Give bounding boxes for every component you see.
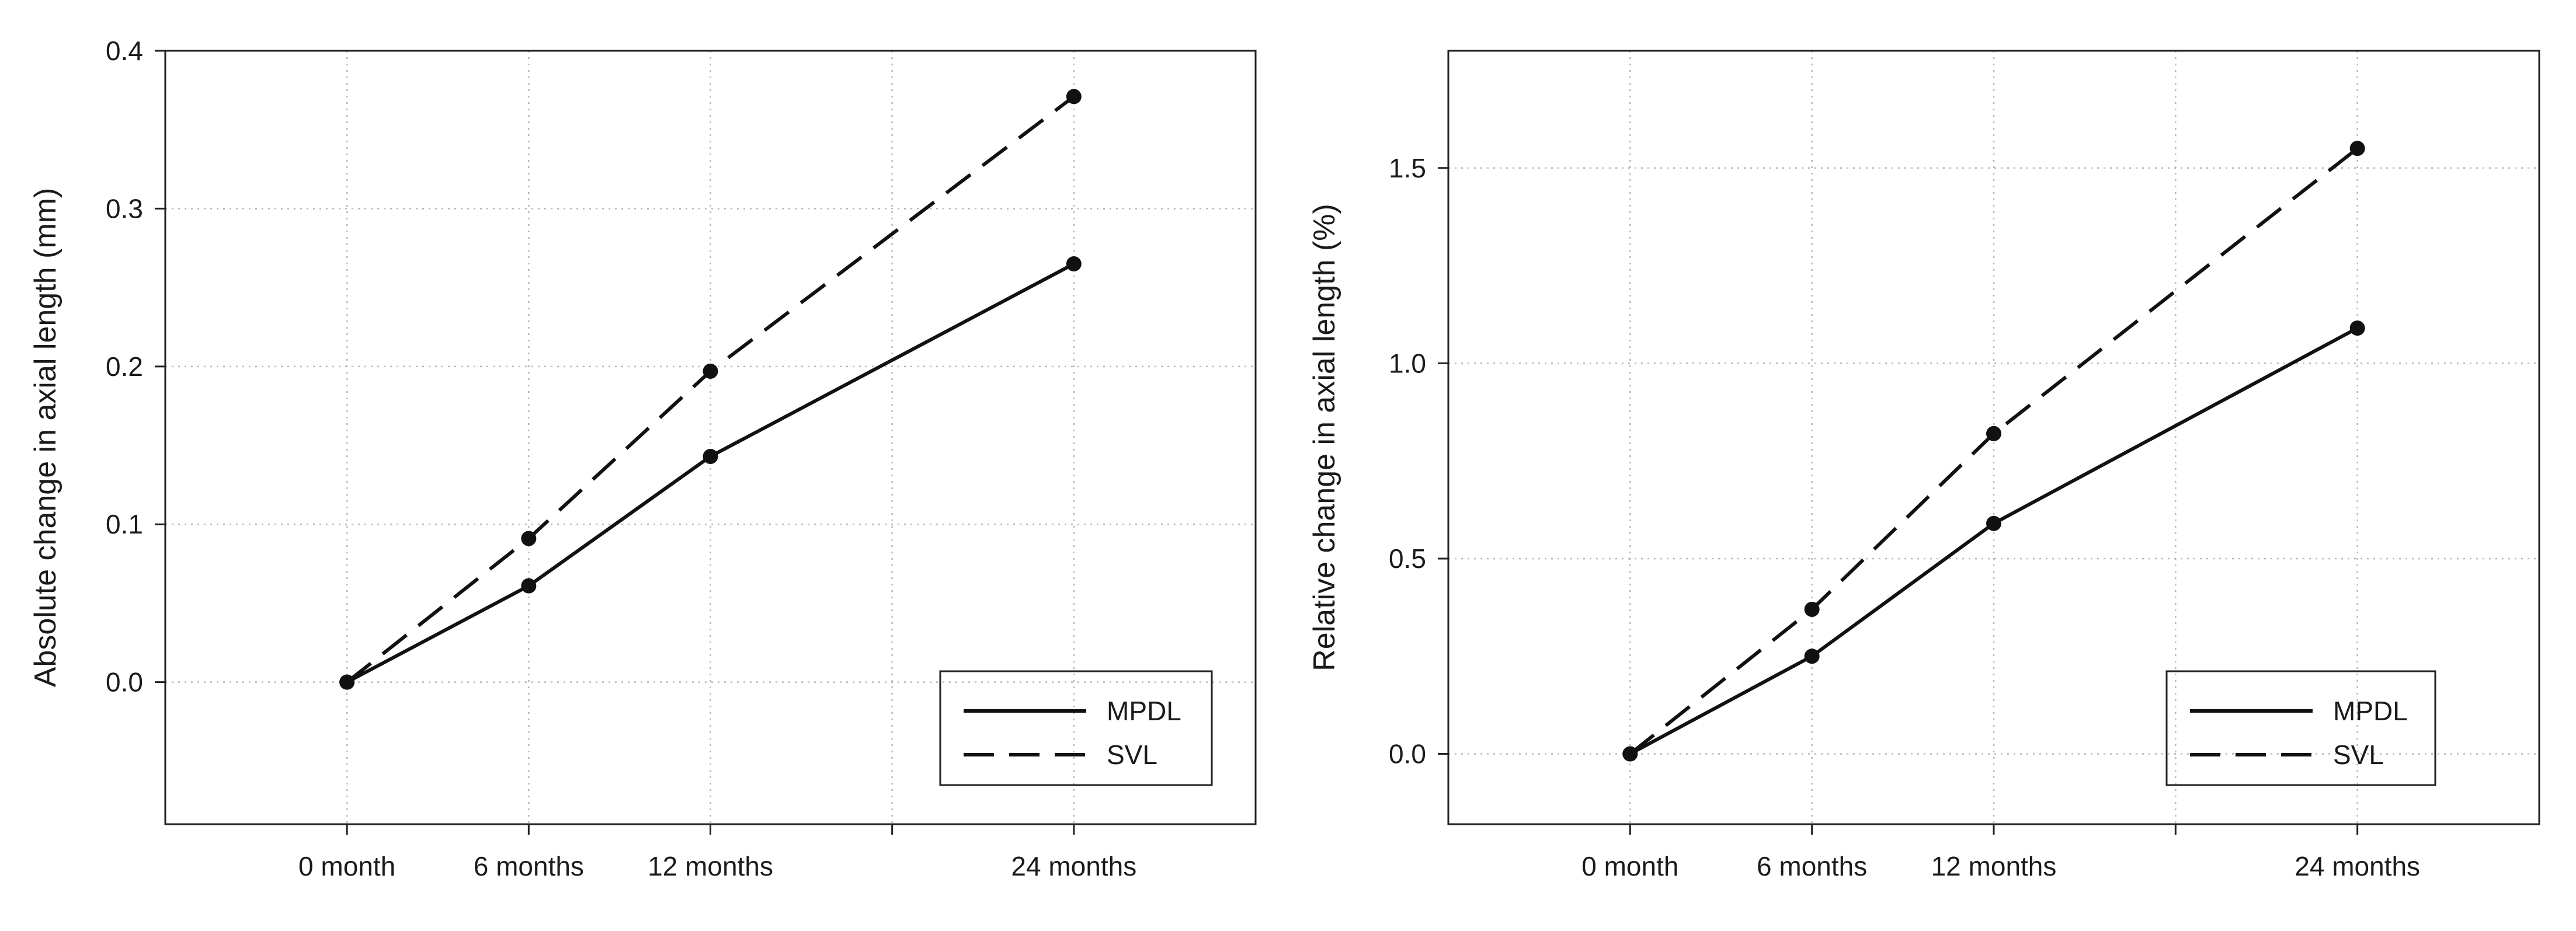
legend-label-mpdl: MPDL bbox=[2333, 696, 2408, 726]
legend-box bbox=[939, 670, 1213, 786]
series-line-svl bbox=[1629, 147, 2359, 755]
y-tick-label: 0.0 bbox=[106, 667, 143, 698]
y-tick-label: 0.1 bbox=[106, 509, 143, 539]
y-tick-label: 0.5 bbox=[1389, 543, 1426, 574]
legend-label-svl: SVL bbox=[1107, 740, 1157, 770]
y-tick-label: 0.0 bbox=[1389, 739, 1426, 769]
x-tick-label: 6 months bbox=[1757, 851, 1867, 881]
series-line-mpdl bbox=[346, 262, 1075, 684]
series-line-svl bbox=[346, 95, 1075, 684]
y-tick-label: 0.2 bbox=[106, 351, 143, 382]
data-point-mpdl bbox=[1066, 256, 1082, 272]
data-point-mpdl bbox=[2349, 320, 2365, 336]
x-tick-label: 0 month bbox=[1581, 851, 1678, 881]
data-point-mpdl bbox=[1804, 648, 1820, 664]
x-tick-label: 12 months bbox=[1931, 851, 2057, 881]
y-axis-title: Relative change in axial length (%) bbox=[1308, 204, 1341, 671]
series-line-mpdl bbox=[1629, 326, 2359, 756]
data-point-svl bbox=[339, 674, 355, 690]
x-tick-label: 24 months bbox=[2295, 851, 2420, 881]
data-point-mpdl bbox=[1986, 515, 2001, 531]
y-axis-title: Absolute change in axial length (mm) bbox=[29, 188, 62, 688]
x-tick-label: 12 months bbox=[648, 851, 773, 881]
y-tick-label: 1.0 bbox=[1389, 348, 1426, 378]
x-tick-label: 6 months bbox=[474, 851, 584, 881]
y-tick-label: 1.5 bbox=[1389, 153, 1426, 183]
data-point-svl bbox=[521, 531, 537, 546]
data-point-svl bbox=[2349, 141, 2365, 156]
legend-box bbox=[2165, 670, 2436, 786]
chart-relative-change: 0 month 6 months 12 months 24 months 0.0 0.5 1… bbox=[1308, 50, 2540, 881]
data-point-svl bbox=[703, 363, 718, 379]
data-point-svl bbox=[1804, 601, 1820, 617]
legend-label-mpdl: MPDL bbox=[1107, 696, 1181, 726]
data-point-svl bbox=[1622, 746, 1638, 762]
data-point-mpdl bbox=[703, 448, 718, 464]
legend-label-svl: SVL bbox=[2333, 740, 2384, 770]
x-tick-label: 24 months bbox=[1011, 851, 1136, 881]
data-point-svl bbox=[1066, 89, 1082, 104]
data-point-svl bbox=[1986, 426, 2001, 441]
y-tick-label: 0.3 bbox=[106, 193, 143, 224]
y-tick-label: 0.4 bbox=[106, 36, 143, 66]
chart-absolute-change: 0 month 6 months 12 months 24 months 0.0 0.1 0… bbox=[29, 36, 1257, 881]
x-tick-label: 0 month bbox=[298, 851, 395, 881]
data-point-mpdl bbox=[521, 578, 537, 594]
